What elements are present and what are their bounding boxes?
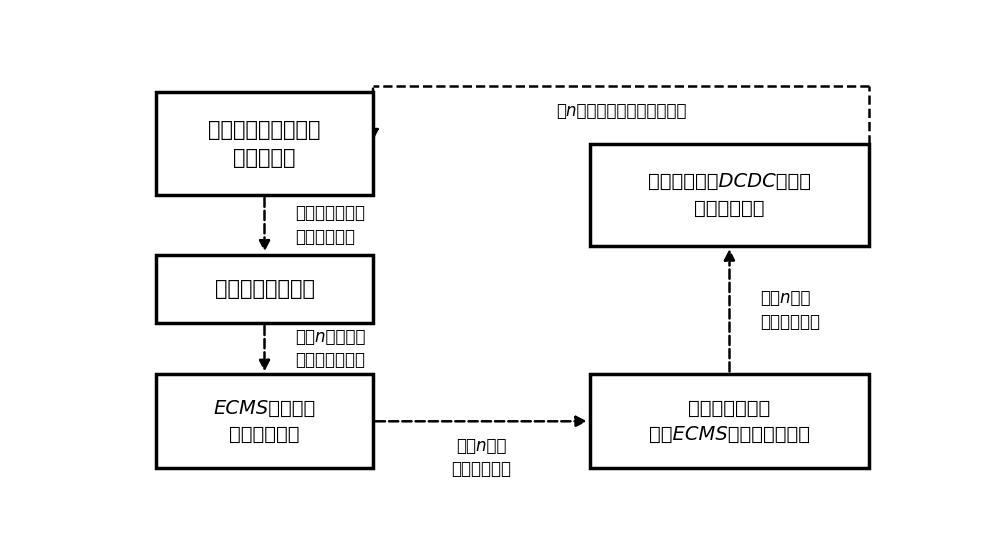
Text: 动力系统底层DCDC变换器
完成功率分配: 动力系统底层DCDC变换器 完成功率分配: [648, 172, 811, 218]
Text: 功率需求预测模块: 功率需求预测模块: [214, 279, 314, 299]
Text: 未来n秒内
最优等效因子: 未来n秒内 最优等效因子: [452, 437, 512, 478]
Text: 动力系统控制器
基于ECMS的功率分配策略: 动力系统控制器 基于ECMS的功率分配策略: [649, 398, 810, 444]
Text: 未来n秒的整车
需求功率预测值: 未来n秒的整车 需求功率预测值: [296, 328, 366, 370]
FancyBboxPatch shape: [156, 92, 373, 195]
FancyBboxPatch shape: [156, 255, 373, 323]
Text: ECMS等效因子
局部优化模块: ECMS等效因子 局部优化模块: [213, 398, 316, 444]
FancyBboxPatch shape: [590, 374, 869, 468]
FancyBboxPatch shape: [590, 144, 869, 246]
Text: 未来n秒内
功率分配方案: 未来n秒内 功率分配方案: [761, 289, 820, 331]
Text: 以n秒为固定周期，循环执行: 以n秒为固定周期，循环执行: [556, 103, 686, 120]
Text: 实时整车需求功
率及其变化率: 实时整车需求功 率及其变化率: [296, 204, 366, 245]
Text: 全功率式燃料电池汽
车动力系统: 全功率式燃料电池汽 车动力系统: [208, 119, 321, 168]
FancyBboxPatch shape: [156, 374, 373, 468]
